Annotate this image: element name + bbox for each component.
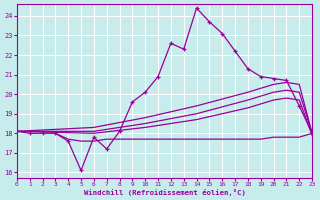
X-axis label: Windchill (Refroidissement éolien,°C): Windchill (Refroidissement éolien,°C) <box>84 189 245 196</box>
